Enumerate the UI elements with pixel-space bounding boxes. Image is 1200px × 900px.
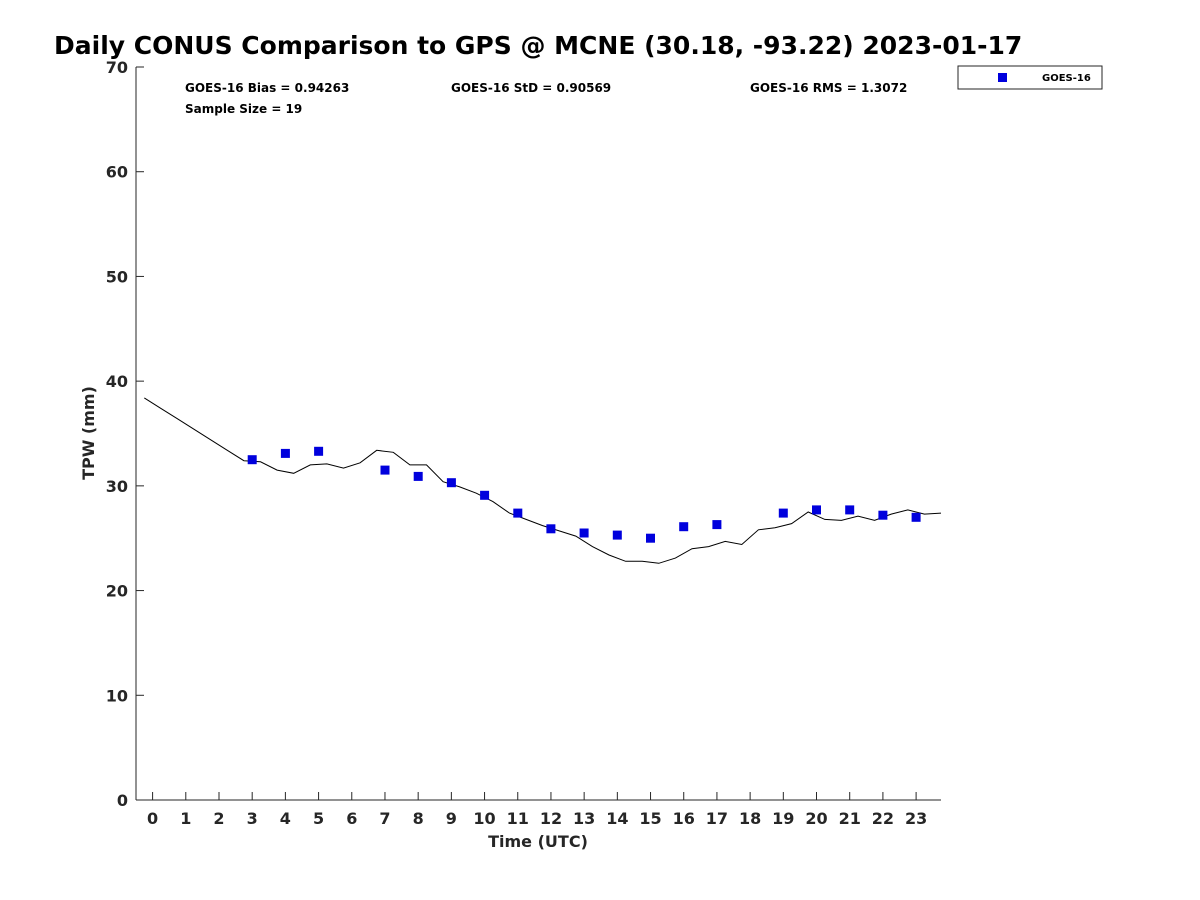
y-axis-label: TPW (mm) — [79, 386, 98, 480]
y-tick-label: 30 — [106, 477, 128, 496]
x-tick-label: 7 — [379, 809, 390, 828]
goes16-point — [380, 465, 390, 475]
x-tick-label: 13 — [573, 809, 595, 828]
legend-label: GOES-16 — [1042, 73, 1091, 84]
goes16-point — [413, 471, 423, 481]
x-tick-label: 19 — [772, 809, 794, 828]
goes16-point — [812, 505, 821, 515]
gps-line-layer — [144, 397, 942, 564]
std-stat: GOES-16 StD = 0.90569 — [451, 81, 611, 95]
rms-stat: GOES-16 RMS = 1.3072 — [750, 81, 907, 95]
x-tick-label: 10 — [473, 809, 495, 828]
y-axis-ticks: 0 10 20 30 40 50 60 70 — [106, 58, 144, 810]
x-tick-label: 17 — [706, 809, 728, 828]
y-tick-label: 60 — [106, 163, 128, 182]
x-tick-label: 16 — [673, 809, 695, 828]
goes16-point — [646, 533, 655, 543]
x-tick-label: 5 — [313, 809, 324, 828]
goes16-point — [712, 520, 722, 530]
x-tick-label: 21 — [839, 809, 861, 828]
goes16-point — [546, 524, 556, 534]
goes16-point — [513, 508, 523, 518]
y-tick-label: 50 — [106, 267, 128, 286]
x-tick-label: 23 — [905, 809, 927, 828]
y-tick-label: 40 — [106, 372, 128, 391]
x-tick-label: 3 — [247, 809, 258, 828]
x-tick-label: 22 — [872, 809, 894, 828]
bias-stat: GOES-16 Bias = 0.94263 — [185, 81, 349, 95]
y-tick-label: 0 — [117, 791, 128, 810]
x-axis-label: Time (UTC) — [488, 832, 588, 851]
legend: GOES-16 — [957, 65, 1103, 90]
goes16-point — [314, 446, 324, 456]
x-tick-label: 0 — [147, 809, 158, 828]
legend-box — [957, 65, 1103, 90]
x-axis-ticks: 0 1 2 3 4 5 6 7 8 9 10 11 12 13 14 15 16 17 18 19 20 21 22 23 — [147, 792, 927, 828]
goes16-point — [845, 505, 855, 515]
goes16-point — [579, 528, 589, 538]
goes16-point — [612, 530, 622, 540]
x-tick-label: 6 — [346, 809, 357, 828]
x-tick-label: 9 — [446, 809, 457, 828]
x-tick-label: 11 — [507, 809, 529, 828]
legend-marker — [998, 73, 1007, 82]
x-tick-label: 8 — [413, 809, 424, 828]
x-tick-label: 18 — [739, 809, 761, 828]
x-tick-label: 2 — [213, 809, 224, 828]
y-tick-label: 20 — [106, 582, 128, 601]
y-tick-label: 10 — [106, 686, 128, 705]
gps-tpw-line — [144, 397, 942, 564]
goes16-marker-layer — [247, 446, 921, 543]
sample-size-stat: Sample Size = 19 — [185, 102, 302, 116]
goes16-point — [280, 448, 290, 458]
goes16-point — [778, 508, 788, 518]
x-tick-label: 12 — [540, 809, 562, 828]
x-tick-label: 20 — [805, 809, 827, 828]
goes16-point — [480, 490, 490, 500]
x-tick-label: 15 — [639, 809, 661, 828]
x-tick-label: 4 — [280, 809, 291, 828]
y-tick-label: 70 — [106, 58, 128, 77]
x-tick-label: 1 — [180, 809, 191, 828]
goes16-point — [247, 455, 257, 465]
goes16-point — [878, 510, 888, 520]
plot-area — [136, 67, 941, 800]
goes16-point — [911, 512, 921, 522]
goes16-point — [446, 478, 456, 488]
x-tick-label: 14 — [606, 809, 628, 828]
goes16-point — [679, 522, 689, 532]
chart-title: Daily CONUS Comparison to GPS @ MCNE (30… — [54, 31, 1022, 60]
